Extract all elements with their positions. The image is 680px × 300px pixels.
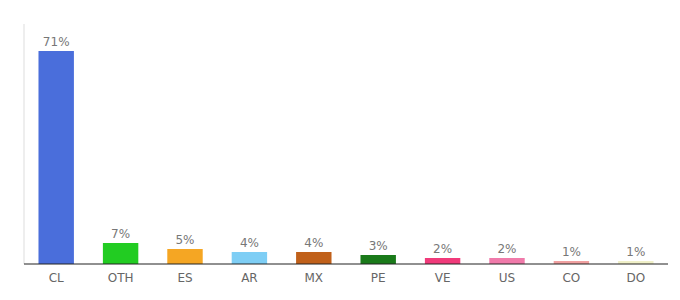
x-tick-label: PE (371, 271, 386, 285)
x-tick-label: ES (177, 271, 192, 285)
data-label: 2% (497, 242, 516, 256)
bar (425, 258, 460, 264)
data-label: 2% (433, 242, 452, 256)
x-tick-label: CL (49, 271, 64, 285)
bars (38, 51, 653, 264)
x-tick-label: US (499, 271, 515, 285)
data-label: 3% (369, 239, 388, 253)
x-tick-label: OTH (108, 271, 134, 285)
y-axis-line (24, 24, 25, 264)
bar (489, 258, 524, 264)
bar (360, 255, 395, 264)
x-tick-label: AR (241, 271, 258, 285)
x-tick-label: DO (626, 271, 645, 285)
x-tick-label: MX (305, 271, 324, 285)
chart-container: CL OTH ES AR MX PE VE US CO DO 71% 7% 5% 4% 4% 3% 2% 2% 1%… (0, 0, 680, 300)
bar (232, 252, 267, 264)
bar (38, 51, 73, 264)
x-axis-line (24, 263, 668, 264)
data-label: 1% (626, 245, 645, 259)
x-tick-label: CO (562, 271, 580, 285)
chart-svg: CL OTH ES AR MX PE VE US CO DO 71% 7% 5% 4% 4% 3% 2% 2% 1%… (0, 0, 680, 300)
bar (167, 249, 202, 264)
data-label: 1% (562, 245, 581, 259)
data-label: 5% (175, 233, 194, 247)
bar (296, 252, 331, 264)
bar (103, 243, 138, 264)
data-label: 7% (111, 227, 130, 241)
data-label: 4% (240, 236, 259, 250)
data-label: 71% (43, 35, 70, 49)
data-label: 4% (304, 236, 323, 250)
x-tick-label: VE (435, 271, 451, 285)
